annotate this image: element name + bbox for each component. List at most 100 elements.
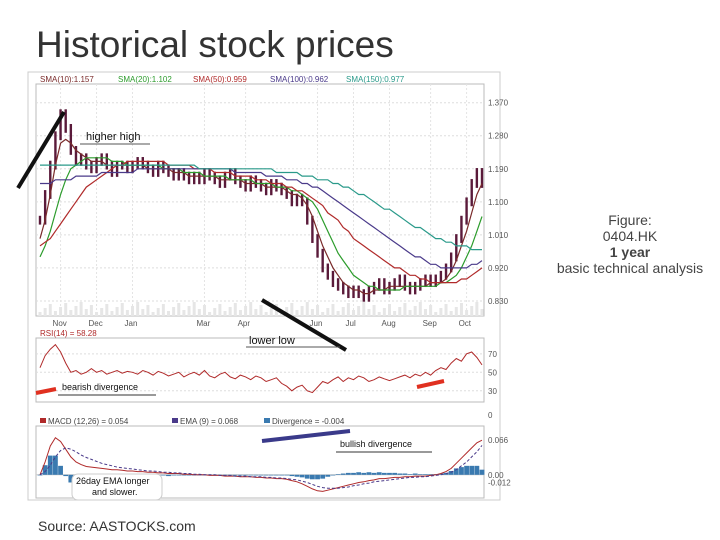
volume-bar bbox=[233, 303, 237, 316]
volume-bar bbox=[393, 311, 397, 316]
volume-bar bbox=[141, 309, 145, 316]
macd-legend-item: EMA (9) = 0.068 bbox=[180, 417, 239, 426]
macd-histogram-bar bbox=[299, 474, 305, 478]
macd-legend-swatch bbox=[172, 418, 178, 423]
macd-histogram-bar bbox=[479, 469, 485, 475]
macd-histogram-bar bbox=[248, 474, 254, 476]
macd-histogram-bar bbox=[335, 474, 341, 475]
volume-bar bbox=[125, 310, 129, 316]
macd-histogram-bar bbox=[253, 474, 259, 476]
volume-bar bbox=[434, 312, 438, 316]
macd-histogram-bar bbox=[58, 465, 63, 475]
price-y-tick: 1.370 bbox=[488, 99, 509, 108]
macd-histogram-bar bbox=[309, 474, 315, 480]
volume-bar bbox=[208, 312, 212, 316]
figure-caption: Figure: 0404.HK 1 year basic technical a… bbox=[530, 212, 720, 276]
macd-histogram-bar bbox=[417, 474, 423, 475]
macd-histogram-bar bbox=[171, 474, 177, 476]
volume-bar bbox=[151, 312, 155, 316]
macd-histogram-bar bbox=[366, 472, 372, 475]
volume-bar bbox=[439, 308, 443, 316]
volume-bar bbox=[182, 310, 186, 316]
price-legend-item: SMA(100):0.962 bbox=[270, 75, 329, 84]
volume-bar bbox=[377, 312, 381, 316]
price-x-tick: Nov bbox=[53, 319, 67, 328]
macd-histogram-bar bbox=[243, 474, 248, 476]
volume-bar bbox=[470, 306, 474, 316]
volume-bar bbox=[192, 302, 196, 316]
rsi-y-tick: 30 bbox=[488, 387, 497, 396]
volume-bar bbox=[413, 306, 417, 316]
macd-histogram-bar bbox=[340, 473, 346, 475]
price-x-tick: Jan bbox=[125, 319, 138, 328]
macd-histogram-bar bbox=[361, 472, 367, 475]
series-sma100 bbox=[40, 168, 483, 269]
volume-bar bbox=[228, 307, 232, 316]
volume-bar bbox=[336, 311, 340, 316]
macd-histogram-bar bbox=[320, 474, 326, 479]
volume-bar bbox=[213, 308, 217, 316]
volume-bar bbox=[454, 307, 458, 316]
macd-histogram-bar bbox=[402, 473, 408, 475]
macd-legend-item: MACD (12,26) = 0.054 bbox=[48, 417, 129, 426]
volume-bar bbox=[146, 305, 150, 316]
price-legend-item: SMA(10):1.157 bbox=[40, 75, 94, 84]
volume-bar bbox=[202, 305, 206, 316]
macd-histogram-bar bbox=[325, 474, 331, 477]
volume-bar bbox=[172, 307, 176, 316]
price-y-tick: 0.920 bbox=[488, 264, 509, 273]
macd-histogram-bar bbox=[47, 455, 53, 475]
macd-signal-line bbox=[39, 445, 483, 489]
macd-histogram-bar bbox=[181, 474, 187, 476]
volume-bar bbox=[48, 304, 52, 316]
volume-bar bbox=[100, 308, 104, 316]
bullish-divergence-arrow bbox=[261, 429, 351, 443]
volume-bar bbox=[429, 305, 433, 316]
price-y-tick: 1.280 bbox=[488, 132, 509, 141]
price-y-tick: 1.190 bbox=[488, 165, 509, 174]
macd-histogram-bar bbox=[423, 474, 428, 475]
volume-bar bbox=[187, 306, 191, 316]
macd-histogram-bar bbox=[438, 473, 444, 475]
macd-histogram-bar bbox=[330, 474, 336, 476]
volume-bar bbox=[269, 308, 273, 316]
macd-histogram-bar bbox=[289, 474, 295, 477]
macd-histogram-bar bbox=[315, 474, 320, 480]
macd-histogram-bar bbox=[274, 474, 279, 476]
volume-bar bbox=[387, 304, 391, 316]
volume-bar bbox=[43, 308, 47, 316]
price-legend-item: SMA(150):0.977 bbox=[346, 75, 405, 84]
volume-bar bbox=[238, 310, 242, 316]
volume-bar bbox=[444, 304, 448, 316]
macd-histogram-bar bbox=[42, 465, 48, 475]
macd-histogram-bar bbox=[381, 472, 387, 475]
macd-histogram-bar bbox=[371, 472, 377, 475]
macd-histogram-bar bbox=[351, 472, 356, 475]
rsi-panel bbox=[35, 337, 485, 403]
volume-bar bbox=[115, 307, 119, 316]
rsi-line bbox=[39, 343, 483, 394]
caption-line-3: 1 year bbox=[609, 244, 651, 260]
volume-bar bbox=[95, 312, 99, 316]
volume-bar bbox=[341, 307, 345, 316]
volume-bar bbox=[403, 303, 407, 316]
volume-bar bbox=[331, 304, 335, 316]
macd-histogram-bar bbox=[258, 474, 264, 476]
macd-histogram-bar bbox=[268, 474, 274, 476]
volume-bar bbox=[59, 307, 63, 316]
volume-bar bbox=[79, 302, 83, 316]
volume-bar bbox=[408, 310, 412, 316]
macd-histogram-bar bbox=[160, 474, 166, 476]
macd-histogram-bar bbox=[304, 474, 310, 479]
macd-y-tick: 0.00 bbox=[488, 471, 504, 480]
caption-line-2: 0404.HK bbox=[602, 228, 658, 244]
volume-bar bbox=[161, 304, 165, 316]
series-sma50 bbox=[39, 160, 483, 284]
volume-bar bbox=[110, 311, 114, 316]
price-x-tick: Oct bbox=[459, 319, 472, 328]
macd-histogram-bar bbox=[53, 455, 58, 475]
price-x-tick: Jul bbox=[346, 319, 356, 328]
volume-bar bbox=[136, 302, 140, 316]
macd-histogram-bar bbox=[279, 474, 284, 476]
